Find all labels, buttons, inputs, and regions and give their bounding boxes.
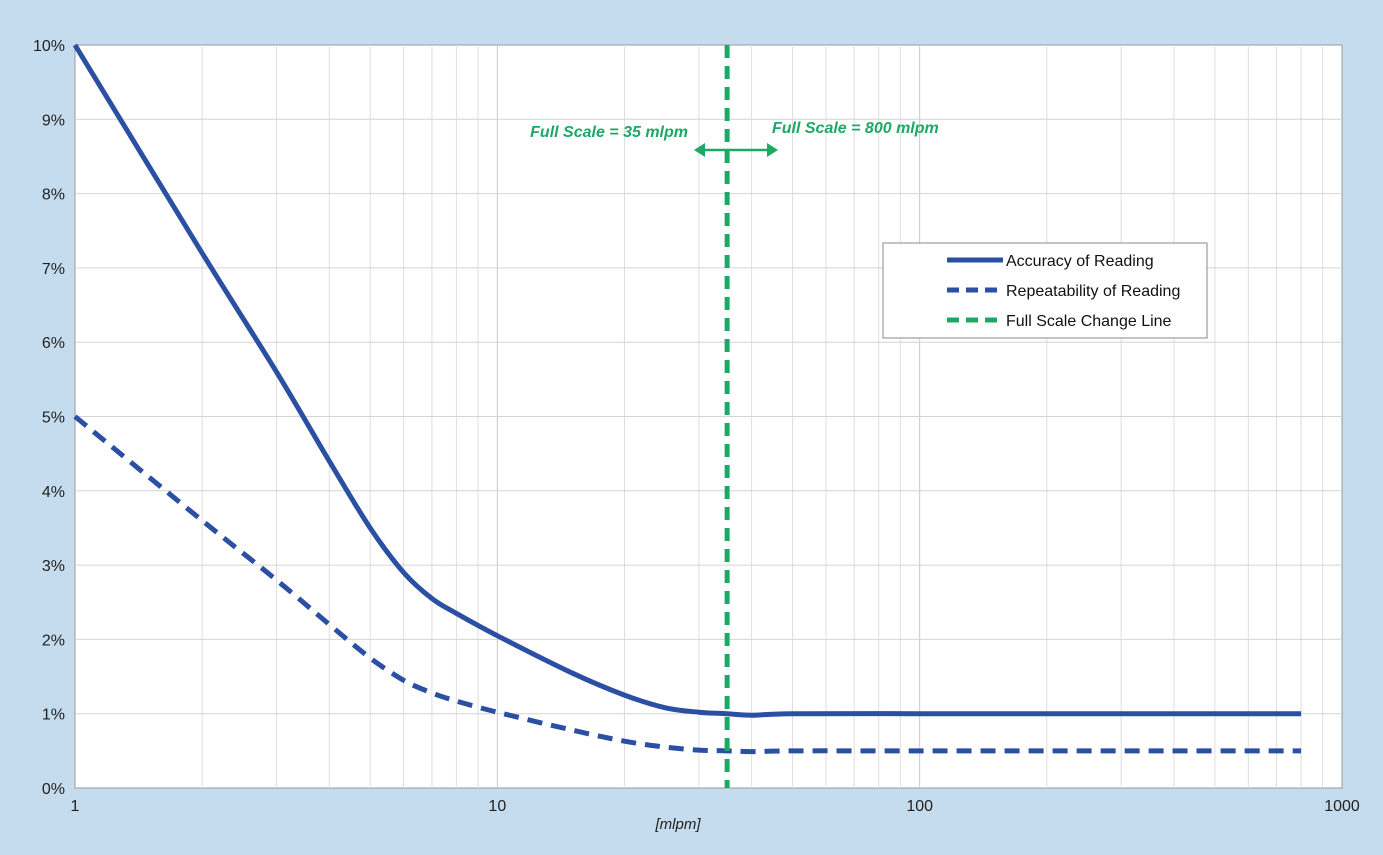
accuracy-of-reading-line — [72, 43, 1302, 718]
x-tick-label: 1 — [71, 798, 80, 815]
y-tick-label: 8% — [42, 187, 65, 204]
x-axis-label: [mlpm] — [655, 816, 702, 833]
legend: Accuracy of Reading Repeatability of Read… — [882, 242, 1208, 339]
legend-label: Accuracy of Reading — [1006, 253, 1154, 270]
y-tick-label: 10% — [33, 38, 65, 55]
y-tick-label: 3% — [42, 558, 65, 575]
x-tick-label: 100 — [906, 798, 933, 815]
annotations: Full Scale = 35 mlpm Full Scale = 800 mlp… — [530, 120, 939, 157]
y-tick-label: 0% — [42, 781, 65, 798]
legend-box — [882, 242, 1208, 339]
annotation-full-scale-800: Full Scale = 800 mlpm — [772, 120, 939, 137]
y-tick-label: 4% — [42, 484, 65, 501]
y-tick-label: 6% — [42, 335, 65, 352]
legend-label: Full Scale Change Line — [1006, 313, 1172, 330]
arrow-right-head — [767, 143, 778, 157]
series-lines — [72, 43, 1302, 788]
y-tick-label: 5% — [42, 410, 65, 427]
y-tick-label: 1% — [42, 707, 65, 724]
y-tick-label: 9% — [42, 112, 65, 129]
repeatability-of-reading-line — [73, 414, 1302, 755]
x-tick-label: 1000 — [1324, 798, 1360, 815]
legend-label: Repeatability of Reading — [1006, 283, 1180, 300]
grid-lines — [75, 45, 1342, 788]
x-tick-label: 10 — [488, 798, 506, 815]
annotation-full-scale-35: Full Scale = 35 mlpm — [530, 124, 688, 141]
arrow-left-head — [694, 143, 705, 157]
y-tick-label: 7% — [42, 261, 65, 278]
axis-labels: 0% 1% 2% 3% 4% 5% 6% 7% 8% 9% 10% 1 10 100 1000 [mlpm] — [33, 38, 1360, 833]
y-tick-label: 2% — [42, 632, 65, 649]
